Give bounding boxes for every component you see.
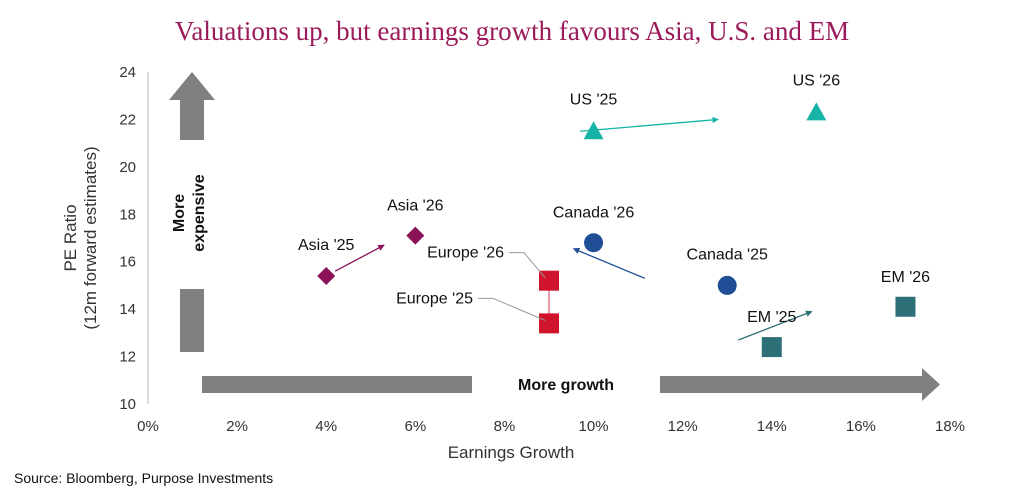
europe-point-label: Europe '26 <box>427 245 504 262</box>
us-26-point <box>806 102 827 121</box>
em-point-label: EM '25 <box>747 309 796 326</box>
y-tick-label: 18 <box>119 206 136 223</box>
more-expensive-label: More expensive <box>171 174 208 251</box>
em-26-point <box>895 296 916 317</box>
asia-trend-arrow <box>334 244 385 272</box>
asia-26-point <box>406 226 425 245</box>
x-tick-label: 0% <box>137 418 159 435</box>
em-trend-arrow <box>738 310 813 341</box>
asia-25-point <box>317 266 336 285</box>
asia-point-label: Asia '25 <box>298 237 355 254</box>
x-tick-label: 16% <box>846 418 876 435</box>
europe-25-point <box>539 313 559 334</box>
em-point-label: EM '26 <box>881 269 930 286</box>
source-note: Source: Bloomberg, Purpose Investments <box>14 470 273 486</box>
more-expensive-line2: expensive <box>191 174 208 251</box>
canada-point-label: Canada '26 <box>553 205 634 222</box>
more-growth-label: More growth <box>518 377 614 394</box>
em-25-point <box>761 337 782 358</box>
europe-leader-line <box>509 252 546 279</box>
canada-point-label: Canada '25 <box>687 246 768 263</box>
x-tick-label: 14% <box>757 418 787 435</box>
more-expensive-line1: More <box>171 194 188 232</box>
canada-trend-arrow <box>572 247 646 279</box>
x-tick-label: 12% <box>668 418 698 435</box>
y-tick-label: 20 <box>119 159 136 176</box>
y-tick-label: 10 <box>119 396 136 413</box>
canada-26-point <box>584 233 604 253</box>
x-axis-title: Earnings Growth <box>448 443 575 462</box>
x-tick-label: 2% <box>226 418 248 435</box>
x-tick-label: 8% <box>494 418 516 435</box>
europe-26-point <box>539 270 559 291</box>
x-tick-label: 4% <box>315 418 337 435</box>
canada-25-point <box>717 275 737 295</box>
more-growth-right-arrow <box>660 368 940 401</box>
y-axis-title-line2: (12m forward estimates) <box>81 146 100 329</box>
more-expensive-up-arrow <box>169 72 215 140</box>
x-tick-label: 10% <box>579 418 609 435</box>
europe-point-label: Europe '25 <box>396 290 473 307</box>
y-axis-title: PE Ratio (12m forward estimates) <box>61 146 100 329</box>
y-axis-title-line1: PE Ratio <box>61 204 80 271</box>
us-point-label: US '26 <box>793 72 841 89</box>
more-growth-arrow-tail <box>202 376 472 393</box>
us-25-point <box>583 121 604 140</box>
x-tick-label: 6% <box>404 418 426 435</box>
more-expensive-arrow-tail <box>180 289 204 352</box>
us-point-label: US '25 <box>570 91 618 108</box>
asia-point-label: Asia '26 <box>387 198 444 215</box>
y-tick-label: 22 <box>119 111 136 128</box>
y-tick-label: 12 <box>119 349 136 366</box>
chart-title: Valuations up, but earnings growth favou… <box>175 16 849 46</box>
x-tick-label: 18% <box>935 418 965 435</box>
y-tick-label: 24 <box>119 64 136 81</box>
y-tick-label: 14 <box>119 301 136 318</box>
europe-leader-line <box>478 297 546 321</box>
y-tick-label: 16 <box>119 254 136 271</box>
us-trend-arrow <box>580 116 719 132</box>
